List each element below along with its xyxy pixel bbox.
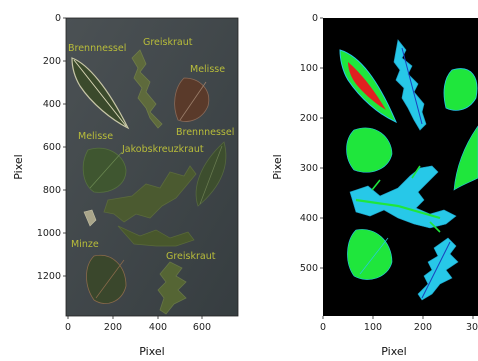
mask-leaf-jakobskreuzkraut bbox=[349, 165, 457, 233]
leaf-small-sprig bbox=[83, 209, 97, 227]
right-y-axis bbox=[320, 17, 323, 269]
left-x-tick-200: 200 bbox=[104, 322, 122, 333]
leaf-minze bbox=[86, 254, 127, 304]
right-x-tick-0: 0 bbox=[320, 322, 326, 333]
leaf-greiskraut-1 bbox=[131, 49, 163, 129]
mask-leaf-brennnessel-2 bbox=[453, 125, 478, 191]
mask-leaf-minze bbox=[347, 229, 393, 280]
leaf-melisse-1 bbox=[174, 77, 210, 122]
left-x-tick-0: 0 bbox=[65, 322, 71, 333]
leaf-brennnessel-1 bbox=[71, 57, 130, 130]
right-x-axis-label: Pixel bbox=[381, 345, 406, 358]
right-x-tick-300: 30 bbox=[466, 322, 478, 333]
label-greiskraut-1: Greiskraut bbox=[143, 37, 193, 48]
right-y-tick-200: 200 bbox=[300, 113, 318, 124]
right-y-tick-400: 400 bbox=[300, 213, 318, 224]
mask-leaf-greiskraut-2 bbox=[417, 237, 459, 301]
right-y-tick-0: 0 bbox=[312, 13, 318, 24]
label-minze: Minze bbox=[71, 239, 99, 250]
leaf-jakobskreuzkraut bbox=[103, 165, 197, 247]
right-x-axis bbox=[322, 316, 474, 319]
left-y-tick-200: 200 bbox=[43, 56, 61, 67]
mask-leaf-melisse-2 bbox=[346, 127, 393, 173]
left-y-tick-1200: 1200 bbox=[37, 271, 61, 282]
left-y-axis-label: Pixel bbox=[12, 154, 25, 179]
leaf-greiskraut-2 bbox=[157, 261, 187, 315]
label-brennnessel-2: Brennnessel bbox=[176, 127, 234, 138]
left-y-tick-800: 800 bbox=[43, 185, 61, 196]
right-x-tick-100: 100 bbox=[364, 322, 382, 333]
left-x-tick-600: 600 bbox=[193, 322, 211, 333]
right-y-tick-300: 300 bbox=[300, 163, 318, 174]
left-y-tick-0: 0 bbox=[55, 13, 61, 24]
mask-leaf-brennnessel-1 bbox=[339, 49, 397, 123]
mask-leaf-greiskraut-1 bbox=[393, 39, 427, 131]
left-x-axis-label: Pixel bbox=[139, 345, 164, 358]
label-melisse-2: Melisse bbox=[78, 131, 113, 142]
left-x-tick-400: 400 bbox=[149, 322, 167, 333]
leaf-brennnessel-2 bbox=[195, 141, 227, 207]
right-image-panel: 0 100 200 300 400 500 0 100 200 30 Pixel… bbox=[271, 13, 478, 358]
mask-leaf-melisse-1 bbox=[443, 68, 478, 111]
right-y-tick-500: 500 bbox=[300, 263, 318, 274]
right-y-axis-label: Pixel bbox=[271, 154, 284, 179]
left-image-panel: Brennnessel Greiskraut Melisse Melisse B… bbox=[12, 13, 239, 358]
label-jakobskreuzkraut: Jakobskreuzkraut bbox=[121, 144, 204, 155]
right-y-tick-100: 100 bbox=[300, 63, 318, 74]
left-y-tick-400: 400 bbox=[43, 99, 61, 110]
right-x-tick-200: 200 bbox=[414, 322, 432, 333]
left-y-axis bbox=[63, 17, 66, 277]
label-brennnessel-1: Brennnessel bbox=[68, 43, 126, 54]
label-melisse-1: Melisse bbox=[190, 64, 225, 75]
leaf-melisse-2 bbox=[82, 147, 127, 193]
left-y-tick-600: 600 bbox=[43, 142, 61, 153]
label-greiskraut-2: Greiskraut bbox=[166, 251, 216, 262]
left-y-tick-1000: 1000 bbox=[37, 228, 61, 239]
left-x-axis bbox=[67, 316, 203, 319]
